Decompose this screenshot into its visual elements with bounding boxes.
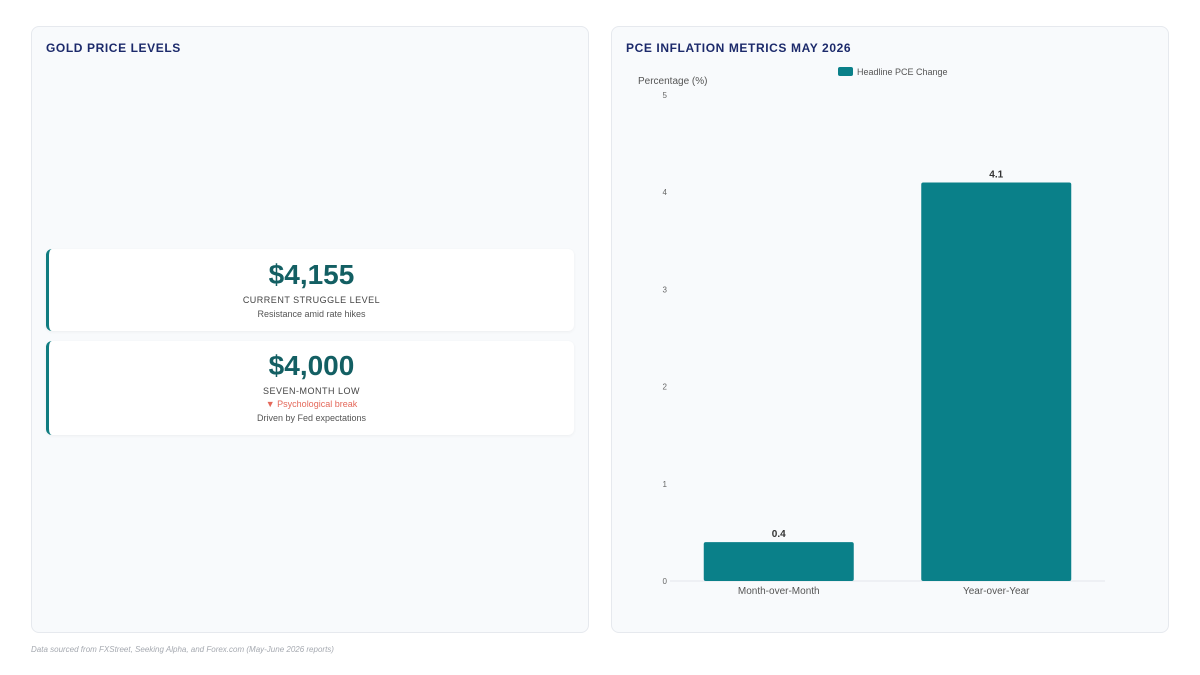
pce-panel-title: PCE INFLATION METRICS MAY 2026 [626,41,852,55]
legend-label: Headline PCE Change [857,67,948,77]
legend-swatch [838,67,853,76]
pce-bar-chart: Headline PCE Change Percentage (%) 0 1 2 3 4 5 0… [638,67,1105,597]
bar-data-label: 4.1 [989,169,1003,180]
y-tick-label: 5 [663,91,668,100]
gold-panel-title: GOLD PRICE LEVELS [46,41,181,55]
x-tick-label: Month-over-Month [738,586,820,597]
bar [703,542,854,581]
bar [921,182,1072,582]
metric-label: CURRENT STRUGGLE LEVEL [242,295,381,305]
metric-value: $4,155 [268,259,355,290]
metric-note: Resistance amid rate hikes [257,309,366,319]
metric-card-seven-month-low: $4,000 SEVEN-MONTH LOW ▼ Psychological b… [46,341,574,435]
y-tick-label: 0 [663,577,668,586]
y-tick-label: 3 [663,285,668,294]
x-tick-label: Year-over-Year [963,586,1030,597]
metric-note: Driven by Fed expectations [256,413,367,423]
data-source-note: Data sourced from FXStreet, Seeking Alph… [31,645,334,654]
y-axis-label: Percentage (%) [638,76,707,87]
y-tick-label: 1 [663,480,668,489]
metric-label: SEVEN-MONTH LOW [262,386,360,396]
metric-change-indicator: ▼ Psychological break [265,399,358,409]
metric-card-current-level: $4,155 CURRENT STRUGGLE LEVEL Resistance… [46,249,574,331]
pce-inflation-panel: PCE INFLATION METRICS MAY 2026 Headline … [611,26,1169,633]
y-tick-label: 2 [663,383,668,392]
bar-data-label: 0.4 [772,529,786,540]
y-tick-label: 4 [663,188,668,197]
gold-price-panel: GOLD PRICE LEVELS $4,155 CURRENT STRUGGL… [31,26,589,633]
metric-value: $4,000 [268,350,355,381]
